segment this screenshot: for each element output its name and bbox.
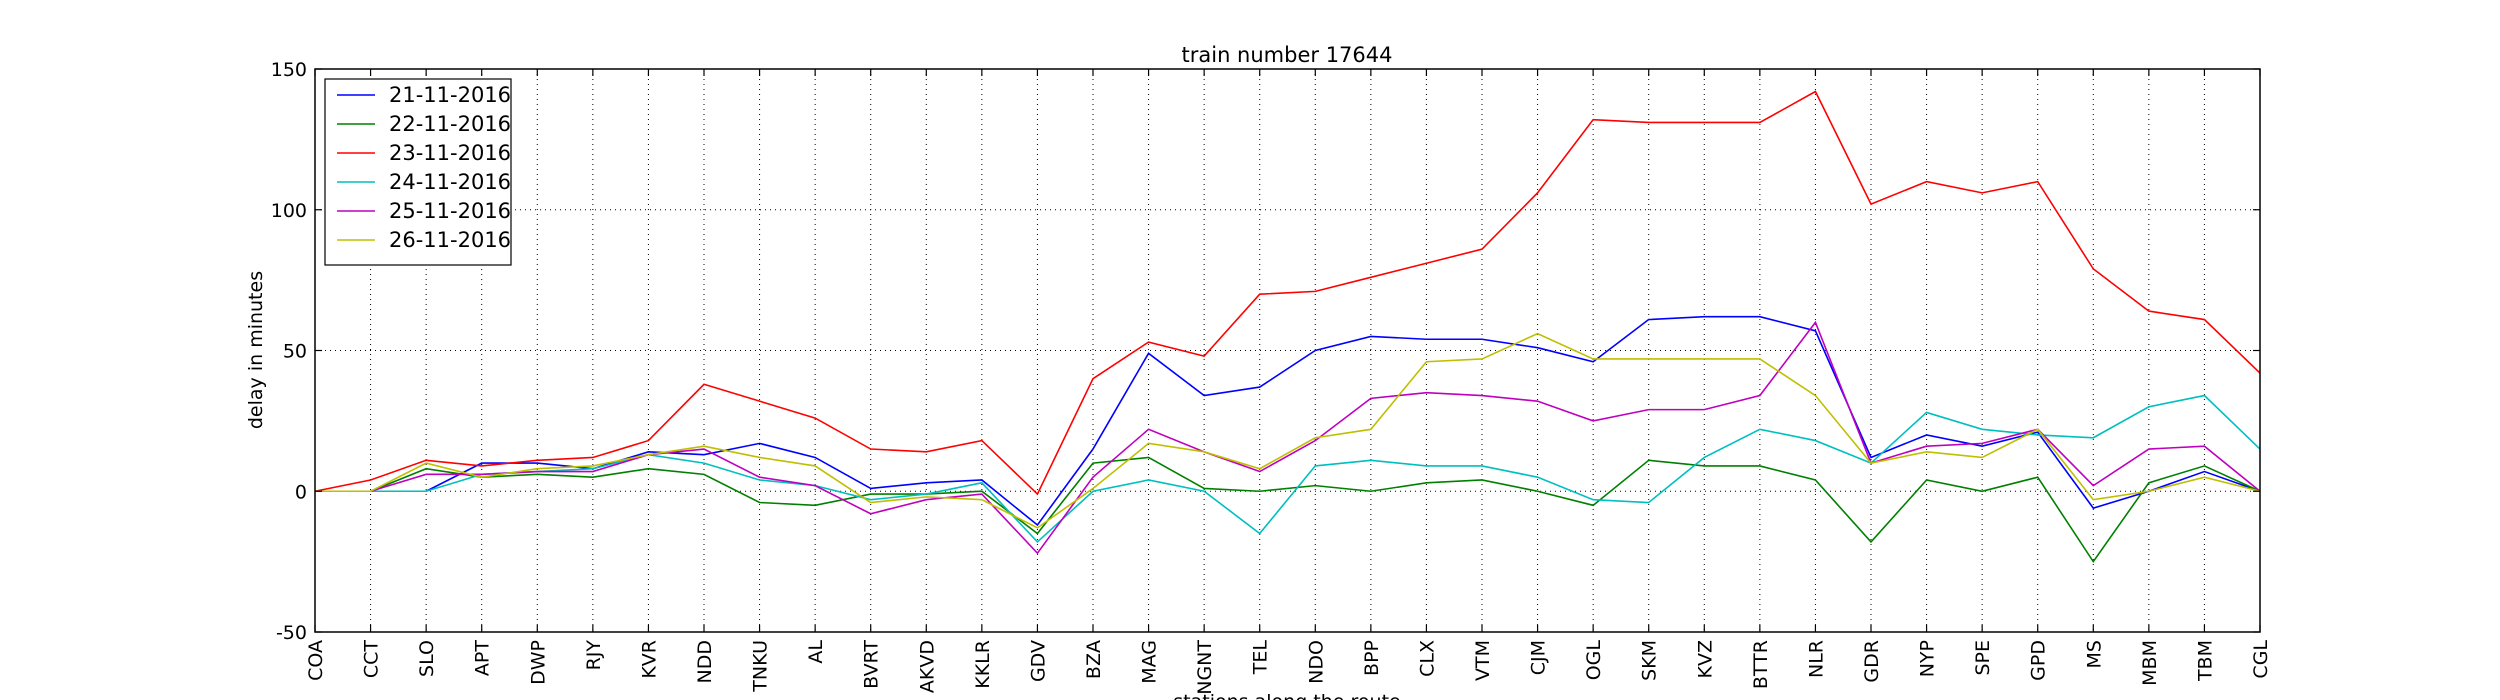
x-tick-label: APT xyxy=(472,640,494,676)
x-tick-label: AKVD xyxy=(916,640,938,693)
x-tick-label: MBM xyxy=(2139,640,2161,686)
x-tick-label: NYP xyxy=(1917,640,1939,677)
plot-area-background xyxy=(315,69,2260,632)
x-tick-label: COA xyxy=(305,640,327,681)
x-axis-label: stations along the route xyxy=(1173,691,1400,700)
x-tick-label: NDD xyxy=(694,640,716,683)
series-line-26-11-2016 xyxy=(315,332,2261,529)
series-line-21-11-2016 xyxy=(315,315,2261,527)
series-line-25-11-2016 xyxy=(315,320,2261,555)
legend: 21-11-2016 22-11-2016 23-11-2016 24-11-2016… xyxy=(324,78,512,266)
x-tick-label: CLX xyxy=(1416,640,1438,677)
x-tick-label: BTTR xyxy=(1750,640,1772,689)
x-tick-label: VTM xyxy=(1472,640,1494,681)
y-tick-label: -50 xyxy=(276,622,307,644)
x-tick-label: BPP xyxy=(1361,640,1383,676)
legend-label: 25-11-2016 xyxy=(389,199,511,223)
series-lines xyxy=(314,90,2261,564)
y-axis-label: delay in minutes xyxy=(245,271,267,429)
x-tick-label: GDR xyxy=(1861,640,1883,683)
x-tick-label: MAG xyxy=(1139,640,1161,684)
y-tick-label: 50 xyxy=(283,341,307,363)
legend-label: 23-11-2016 xyxy=(389,141,511,165)
x-tick-label: SKM xyxy=(1639,640,1661,681)
legend-label: 24-11-2016 xyxy=(389,170,511,194)
legend-box xyxy=(324,78,512,266)
x-tick-label: AL xyxy=(805,640,827,664)
x-tick-label: OGL xyxy=(1583,640,1605,681)
legend-label: 21-11-2016 xyxy=(389,83,511,107)
x-tick-label: BZA xyxy=(1083,640,1105,679)
axis-ticks: COA CCT SLO APT DWP RJY KVR NDD TNKU AL BVRT AKVD KK… xyxy=(271,59,2272,695)
x-tick-label: SLO xyxy=(416,640,438,677)
x-tick-label: TNKU xyxy=(750,640,772,693)
x-tick-label: NDO xyxy=(1305,640,1327,684)
x-tick-label: KVZ xyxy=(1694,640,1716,678)
legend-label: 26-11-2016 xyxy=(389,228,511,252)
y-tick-label: 100 xyxy=(271,200,307,222)
x-tick-label: TEL xyxy=(1250,640,1272,676)
x-tick-label: RJY xyxy=(583,640,605,671)
grid-lines xyxy=(315,69,2260,632)
x-tick-label: GDV xyxy=(1027,640,1049,682)
x-tick-label: BVRT xyxy=(861,640,883,689)
legend-label: 22-11-2016 xyxy=(389,112,511,136)
chart-title: train number 17644 xyxy=(1182,43,1393,67)
y-tick-label: 150 xyxy=(271,59,307,81)
x-tick-label: NGNT xyxy=(1194,640,1216,695)
x-tick-label: DWP xyxy=(527,640,549,685)
x-tick-label: CCT xyxy=(361,640,383,679)
x-tick-label: NLR xyxy=(1805,640,1827,678)
x-tick-label: GPD xyxy=(2028,640,2050,681)
x-tick-label: CGL xyxy=(2250,640,2272,679)
y-tick-label: 0 xyxy=(295,481,307,503)
series-line-23-11-2016 xyxy=(314,90,2261,496)
x-tick-label: TBM xyxy=(2194,640,2216,682)
series-line-22-11-2016 xyxy=(315,456,2261,564)
x-tick-label: KKLR xyxy=(972,640,994,689)
x-tick-label: KVR xyxy=(638,640,660,679)
x-tick-label: MS xyxy=(2083,640,2105,668)
x-tick-label: CJM xyxy=(1528,640,1550,675)
x-tick-label: SPE xyxy=(1972,640,1994,676)
